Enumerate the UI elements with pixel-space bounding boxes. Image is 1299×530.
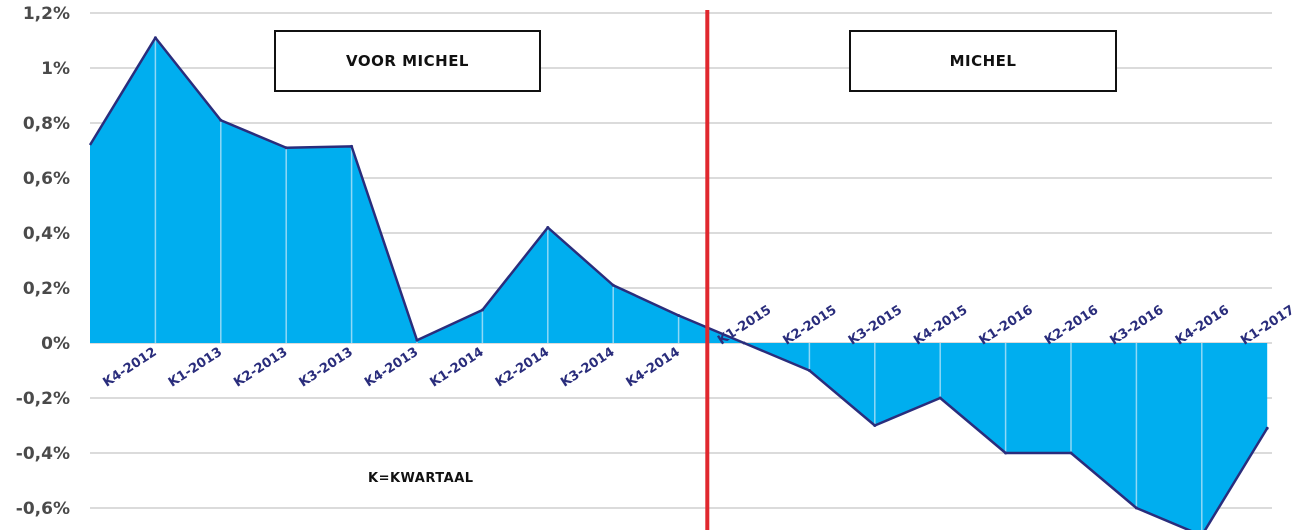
data-point (742, 341, 746, 345)
region-label-before-text: VOOR MICHEL (346, 52, 469, 70)
data-point (873, 424, 877, 427)
x-tick-label: K4-2014 (624, 345, 683, 391)
data-point (807, 369, 811, 372)
x-tick-label: K1-2017 (1238, 303, 1297, 349)
legend-note: K=KWARTAAL (368, 471, 474, 486)
data-point (219, 118, 223, 122)
data-point (350, 144, 354, 148)
data-point (1134, 506, 1138, 510)
x-tick-label: K1-2013 (166, 345, 225, 391)
x-tick-label: K3-2013 (297, 345, 356, 391)
region-label-after-text: MICHEL (950, 52, 1017, 70)
data-point (415, 338, 419, 342)
y-tick-label: 1% (41, 59, 70, 79)
x-tick-label: K4-2013 (362, 345, 421, 391)
y-tick-label: 0% (41, 334, 70, 354)
region-label-after: MICHEL (849, 30, 1117, 92)
data-point (153, 36, 157, 40)
y-tick-label: 0,2% (23, 279, 70, 299)
x-tick-label: K4-2016 (1173, 303, 1232, 349)
data-point (480, 308, 484, 312)
y-tick-label: 0,8% (23, 114, 70, 134)
data-point (546, 226, 550, 229)
y-tick-label: -0,2% (16, 389, 70, 409)
region-label-before: VOOR MICHEL (274, 30, 541, 92)
x-tick-label: K1-2015 (715, 303, 774, 349)
region-box-after (849, 30, 1117, 92)
y-axis-ticks: 1,2% 1% 0,8% 0,6% 0,4% 0,2% 0% -0,2% -0,4% -0,6% (16, 4, 70, 519)
y-tick-label: 0,6% (23, 169, 70, 189)
data-point (611, 283, 615, 287)
y-tick-label: 1,2% (23, 4, 70, 24)
region-box-before (274, 30, 541, 92)
x-tick-label: K2-2015 (780, 303, 839, 349)
y-tick-label: -0,6% (16, 499, 70, 519)
data-point (1265, 426, 1269, 430)
data-point (1069, 451, 1073, 455)
x-tick-label: K1-2016 (977, 303, 1036, 349)
area-series (88, 36, 1269, 530)
x-tick-label: K2-2013 (231, 345, 290, 391)
area-fill (90, 37, 1268, 530)
x-tick-label: K3-2016 (1107, 303, 1166, 349)
x-tick-label: K1-2014 (427, 345, 486, 391)
x-tick-label: K2-2016 (1042, 303, 1101, 349)
x-tick-label: K4-2012 (100, 345, 159, 391)
x-tick-label: K3-2015 (846, 303, 905, 349)
y-tick-label: -0,4% (16, 444, 70, 464)
x-tick-label: K4-2015 (911, 303, 970, 349)
data-point (1004, 451, 1008, 455)
x-tick-label: K2-2014 (493, 345, 552, 391)
data-point (284, 146, 288, 150)
x-tick-label: K3-2014 (558, 345, 617, 391)
y-tick-label: 0,4% (23, 224, 70, 244)
data-point (677, 314, 681, 317)
data-point (938, 396, 942, 400)
